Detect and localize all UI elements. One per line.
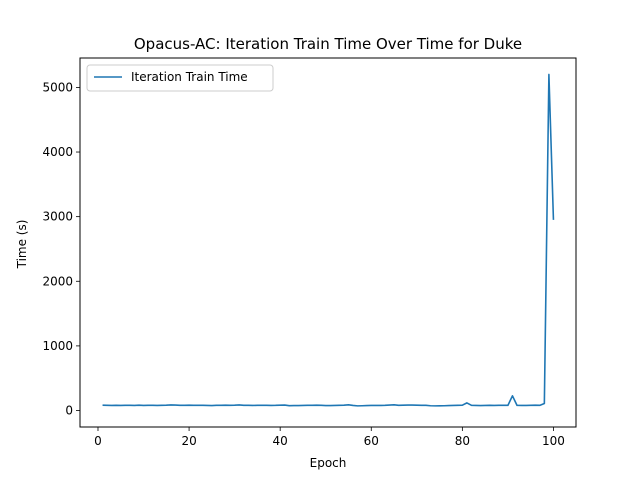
axes-frame (79, 57, 577, 428)
x-tick-label: 0 (94, 434, 102, 448)
x-tick-label: 100 (542, 434, 565, 448)
x-axis: 0 20 40 60 80 100 (94, 427, 565, 448)
y-tick-label: 3000 (42, 210, 73, 224)
x-tick-label: 40 (273, 434, 288, 448)
y-axis-label: Time (s) (15, 220, 29, 270)
x-tick-label: 60 (364, 434, 379, 448)
legend-label: Iteration Train Time (131, 70, 248, 84)
legend: Iteration Train Time (86, 64, 274, 92)
y-tick-label: 1000 (42, 339, 73, 353)
x-axis-label: Epoch (310, 456, 347, 470)
y-tick-label: 0 (65, 404, 73, 418)
chart-title: Opacus-AC: Iteration Train Time Over Tim… (134, 35, 522, 53)
plot-area (102, 73, 555, 407)
legend-box (86, 64, 274, 92)
y-tick-label: 4000 (42, 145, 73, 159)
y-tick-label: 5000 (42, 80, 73, 94)
x-tick-label: 80 (455, 434, 470, 448)
y-tick-label: 2000 (42, 274, 73, 288)
y-axis: 0 1000 2000 3000 4000 5000 (42, 80, 80, 418)
x-tick-label: 20 (181, 434, 196, 448)
series-line-0 (102, 73, 555, 407)
